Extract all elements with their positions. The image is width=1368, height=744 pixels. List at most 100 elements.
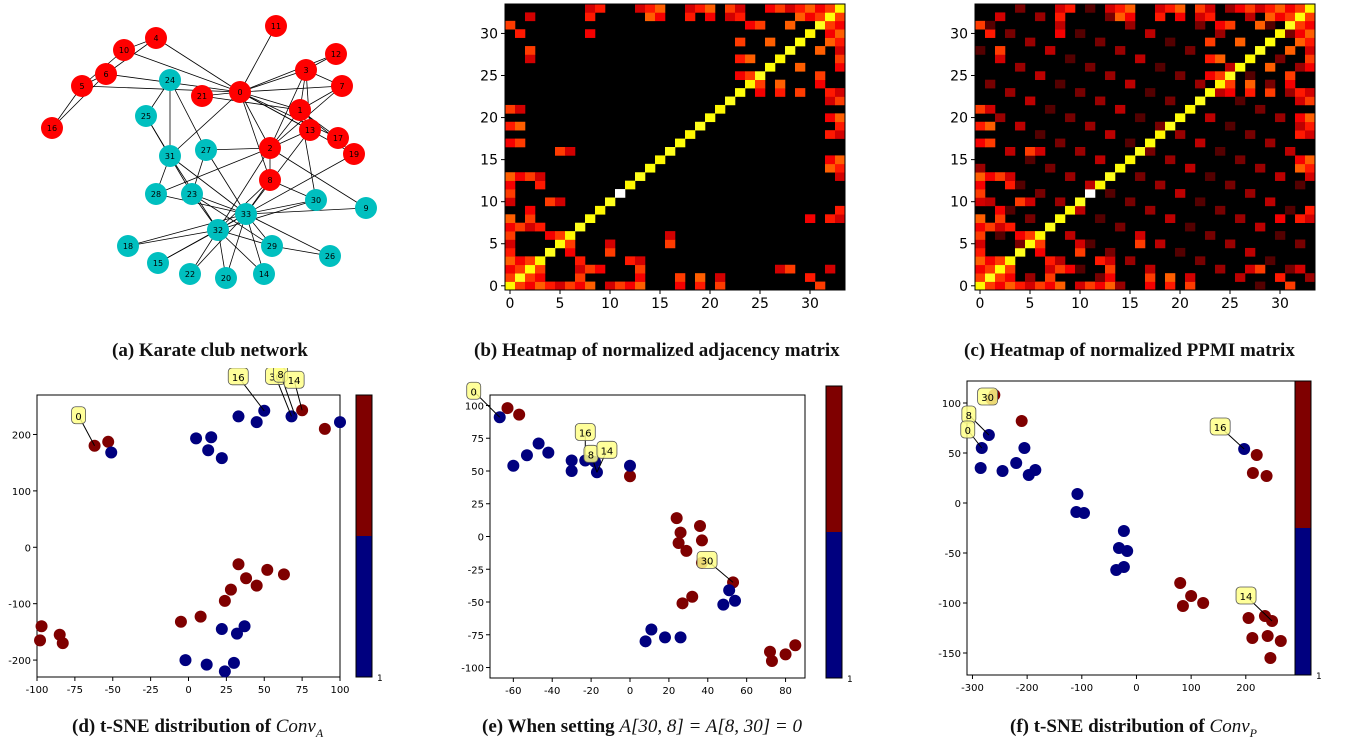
tsne-conv-a-svg: -100 -75 -50 -25 0 25 50 75 100 -200 -100 0 100 200 0 1… (8, 364, 383, 696)
network-edge (155, 37, 241, 93)
heatmap-cell (1085, 62, 1096, 72)
heatmap-cell (1285, 20, 1296, 30)
annotation-box (696, 550, 718, 569)
heatmap-cell (1035, 12, 1046, 22)
heatmap-cell (825, 113, 836, 123)
heatmap-cell (1295, 155, 1306, 165)
heatmap-cell (1025, 197, 1036, 207)
heatmap-cell (785, 46, 796, 55)
scatter-point-maroon (318, 422, 331, 435)
heatmap-cell (995, 46, 1006, 55)
scatter-point-maroon (1274, 635, 1287, 647)
heatmap-cell (1195, 4, 1206, 13)
heatmap-cell (835, 54, 846, 64)
scatter-point-navy (542, 446, 555, 459)
network-node (319, 245, 341, 267)
heatmap-cell (1055, 20, 1066, 30)
heatmap-cell (1175, 189, 1186, 198)
heatmap-cell (1205, 231, 1216, 240)
scatter-point-maroon (674, 526, 687, 539)
caption-e-prefix: (e) When setting (482, 716, 620, 737)
x-tick-label: 0 (185, 685, 191, 696)
heatmap-cell (575, 264, 586, 274)
heatmap-cell (1285, 88, 1296, 97)
network-node-label: 5 (79, 82, 84, 91)
heatmap-cell (1215, 54, 1226, 64)
heatmap-cell (1085, 180, 1096, 190)
heatmap-cell (1155, 180, 1166, 190)
y-tick-label: -25 (468, 565, 484, 576)
x-tick-label: 20 (663, 686, 676, 697)
heatmap-cell (1075, 147, 1086, 156)
heatmap-cell (1245, 88, 1256, 97)
heatmap-cell (645, 163, 656, 173)
heatmap-cell (515, 29, 526, 38)
heatmap-cell (1255, 46, 1266, 55)
network-edge (269, 147, 367, 209)
heatmap-cell (635, 4, 646, 13)
heatmap-cell (1055, 138, 1066, 148)
network-node-label: 12 (331, 50, 341, 59)
annotation-label: 16 (1214, 423, 1227, 434)
heatmap-cell (835, 155, 846, 165)
heatmap-cell (1105, 189, 1116, 198)
heatmap-cell (685, 12, 696, 22)
heatmap-cell (715, 104, 726, 114)
heatmap-cell (995, 214, 1006, 224)
network-edge (201, 95, 301, 111)
x-tick-label: 10 (601, 296, 619, 312)
heatmap-cell (525, 54, 536, 64)
network-node (71, 75, 93, 97)
heatmap-cell (1195, 256, 1206, 266)
heatmap-cell (505, 104, 516, 114)
scatter-point-navy (717, 598, 730, 611)
heatmap-cell (1015, 281, 1026, 291)
heatmap-cell (785, 264, 796, 274)
network-node (229, 81, 251, 103)
heatmap-cell (525, 256, 536, 266)
heatmap-cell (1265, 88, 1276, 97)
scatter-point-navy (105, 446, 118, 459)
network-edge (127, 229, 219, 247)
heatmap-cell (835, 29, 846, 38)
heatmap-cell (1115, 281, 1126, 291)
heatmap-cell (975, 180, 986, 190)
heatmap-frame (974, 3, 1316, 291)
scatter-point-maroon (102, 435, 115, 448)
y-tick-label: 100 (12, 487, 31, 498)
network-edge (155, 147, 271, 195)
heatmap-cell (1185, 281, 1196, 291)
heatmap-cell (515, 256, 526, 266)
heatmap-cell (1055, 214, 1066, 224)
heatmap-cell (1105, 130, 1116, 139)
heatmap-cell (995, 113, 1006, 123)
heatmap-cell (565, 239, 576, 249)
heatmap-cell (1025, 273, 1036, 282)
heatmap-cell (705, 113, 716, 123)
scatter-point-maroon (672, 537, 685, 550)
plot-frame (489, 394, 806, 679)
heatmap-cell (975, 172, 986, 181)
x-tick-label: -200 (1016, 683, 1039, 694)
network-node-label: 7 (339, 82, 344, 91)
heatmap-cell (745, 71, 756, 81)
heatmap-cell (1045, 222, 1056, 232)
scatter-point-navy (1121, 545, 1134, 557)
network-node (295, 59, 317, 81)
network-edge (169, 91, 241, 157)
heatmap-cell (1065, 4, 1076, 13)
y-tick-label: -50 (945, 549, 961, 560)
heatmap-cell (835, 46, 846, 55)
heatmap-cell (1205, 4, 1216, 13)
network-edge (191, 193, 273, 247)
scatter-point-maroon (680, 544, 693, 557)
x-tick-label: 30 (801, 296, 819, 312)
heatmap-cell (1275, 113, 1286, 123)
heatmap-cell (1215, 20, 1226, 30)
scatter-point-maroon (789, 639, 802, 652)
scatter-point-navy (723, 584, 736, 597)
heatmap-cell (775, 264, 786, 274)
heatmap-cell (1245, 247, 1256, 257)
network-node-label: 10 (119, 46, 129, 55)
plot-frame (966, 380, 1296, 676)
